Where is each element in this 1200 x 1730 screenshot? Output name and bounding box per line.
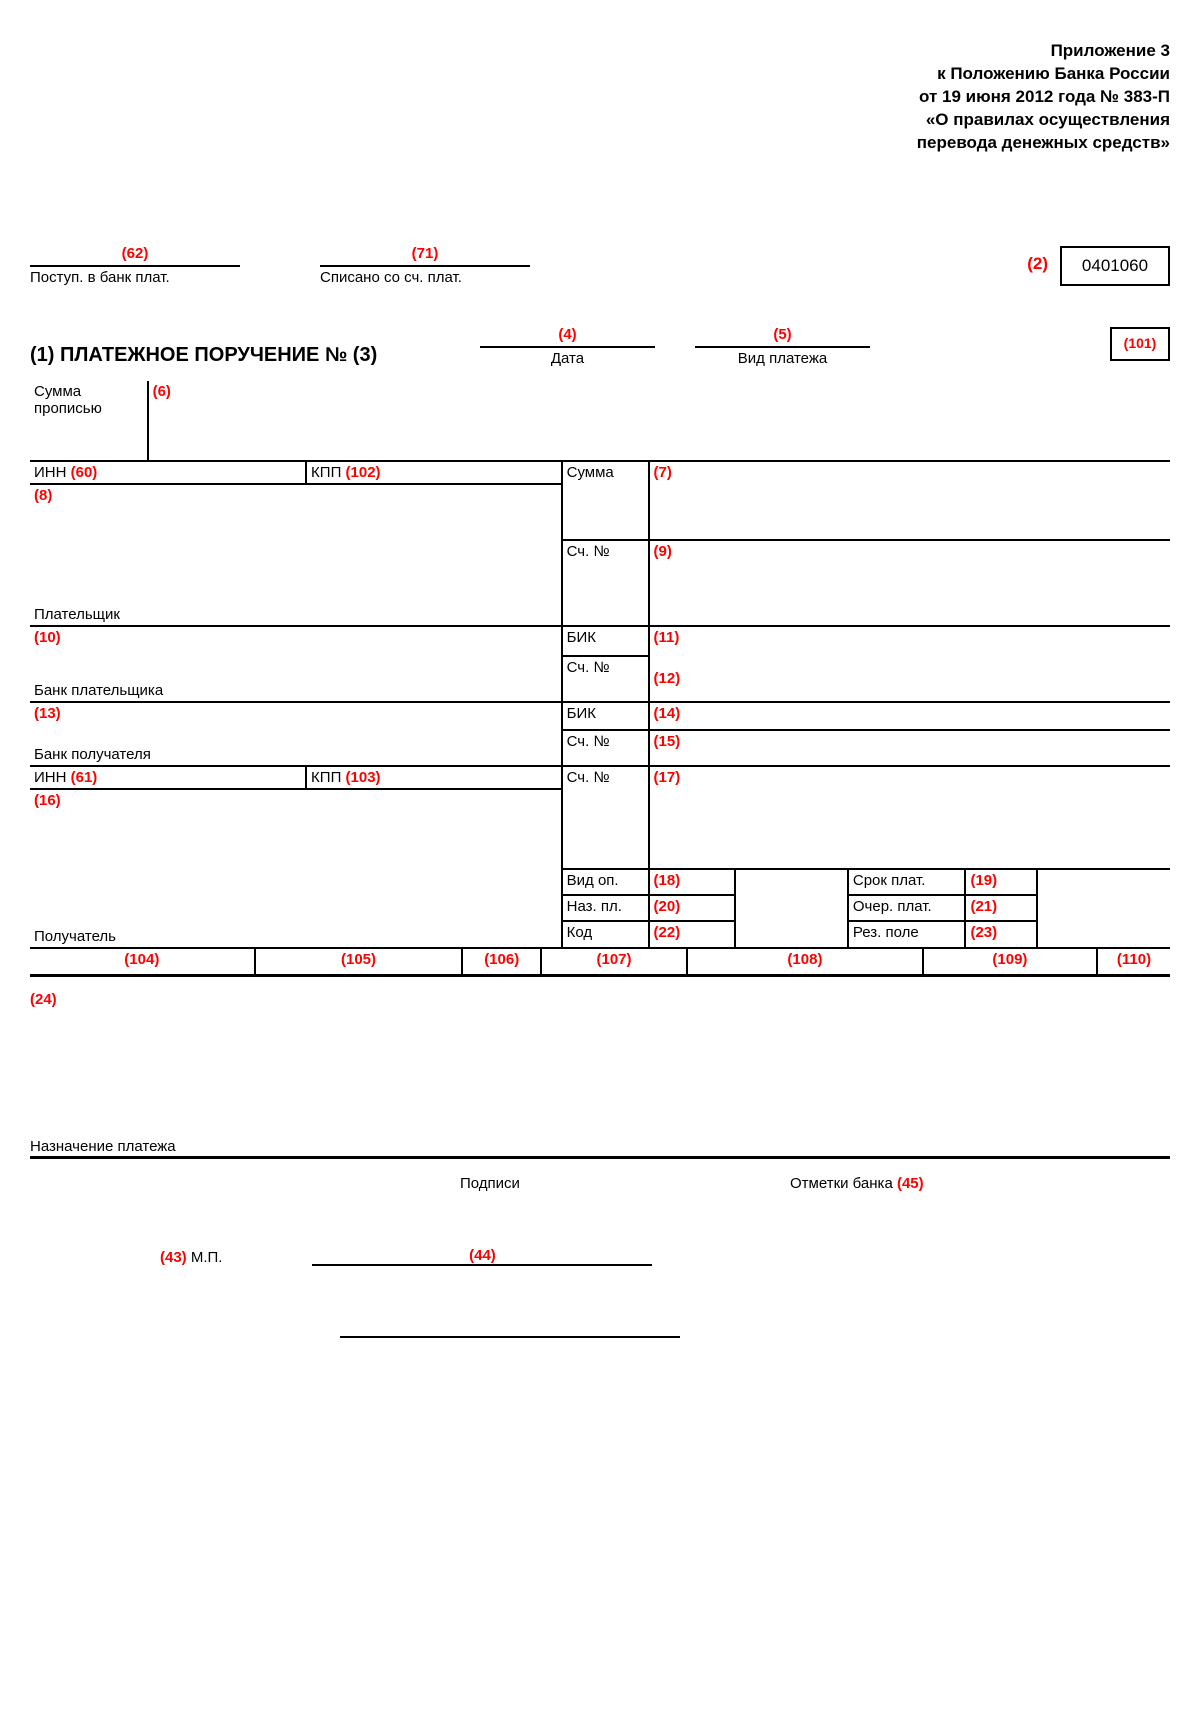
label-acct-3: Сч. № xyxy=(562,730,649,766)
label-vid-op: Вид оп. xyxy=(562,869,649,895)
field-2: (2) xyxy=(1027,254,1048,286)
field-9: (9) xyxy=(654,543,672,560)
field-6: (6) xyxy=(153,383,171,400)
field-101: (101) xyxy=(1110,327,1170,361)
payment-order-grid: Сумма прописью (6) ИНН (60) КПП (102) Су… xyxy=(30,381,1170,947)
header-line-1: Приложение 3 xyxy=(30,40,1170,63)
document-title: (1) ПЛАТЕЖНОЕ ПОРУЧЕНИЕ № (3) xyxy=(30,344,460,367)
field-62: (62) xyxy=(30,245,240,267)
field-110: (110) xyxy=(1097,948,1170,976)
field-10: (10) xyxy=(34,629,61,646)
field-20: (20) xyxy=(654,898,681,915)
label-kod: Код xyxy=(562,921,649,947)
label-payee-bank: Банк получателя xyxy=(30,730,562,766)
field-103: (103) xyxy=(346,769,381,786)
field-105: (105) xyxy=(255,948,463,976)
field-24: (24) xyxy=(30,991,1170,1008)
field-107: (107) xyxy=(541,948,687,976)
label-acct-1: Сч. № xyxy=(562,540,649,570)
header-line-3: от 19 июня 2012 года № 383-П xyxy=(30,86,1170,109)
tax-codes-row: (104) (105) (106) (107) (108) (109) (110… xyxy=(30,947,1170,978)
label-ocher: Очер. плат. xyxy=(848,895,966,921)
field-104: (104) xyxy=(30,948,255,976)
label-date: Дата xyxy=(480,348,655,367)
field-4: (4) xyxy=(480,326,655,348)
field-71: (71) xyxy=(320,245,530,267)
label-acct-2: Сч. № xyxy=(562,656,649,702)
field-102: (102) xyxy=(346,464,381,481)
label-purpose: Назначение платежа xyxy=(30,1138,1170,1155)
field-11: (11) xyxy=(654,629,680,646)
label-inn-2: ИНН xyxy=(34,769,71,786)
field-44: (44) xyxy=(312,1247,652,1264)
label-sum-words: Сумма прописью xyxy=(30,381,148,461)
field-14: (14) xyxy=(654,705,681,722)
mp-label: (43) М.П. xyxy=(160,1249,222,1266)
field-17: (17) xyxy=(654,769,681,786)
field-60: (60) xyxy=(71,464,98,481)
field-61: (61) xyxy=(71,769,98,786)
field-108: (108) xyxy=(687,948,923,976)
signature-line-2 xyxy=(340,1336,680,1338)
field-19: (19) xyxy=(970,872,997,889)
field-109: (109) xyxy=(923,948,1097,976)
field-45: (45) xyxy=(897,1175,924,1192)
stamp-62: (62) Поступ. в банк плат. xyxy=(30,245,240,286)
stamp-71: (71) Списано со сч. плат. xyxy=(320,245,530,286)
label-payment-type: Вид платежа xyxy=(695,348,870,367)
label-naz-pl: Наз. пл. xyxy=(562,895,649,921)
label-srok: Срок плат. xyxy=(848,869,966,895)
field-22: (22) xyxy=(654,924,681,941)
okud-code: 0401060 xyxy=(1060,246,1170,286)
label-kpp: КПП xyxy=(311,464,345,481)
field-18: (18) xyxy=(654,872,681,889)
label-bik-1: БИК xyxy=(562,626,649,656)
label-kpp-2: КПП xyxy=(311,769,345,786)
label-acct-4: Сч. № xyxy=(562,766,649,789)
label-bank-marks: Отметки банка (45) xyxy=(790,1175,924,1192)
label-71: Списано со сч. плат. xyxy=(320,267,530,286)
label-payee: Получатель xyxy=(30,921,562,947)
field-43: (43) xyxy=(160,1249,187,1266)
regulation-header: Приложение 3 к Положению Банка России от… xyxy=(30,40,1170,155)
label-62: Поступ. в банк плат. xyxy=(30,267,240,286)
label-signatures: Подписи xyxy=(460,1175,640,1192)
header-line-2: к Положению Банка России xyxy=(30,63,1170,86)
field-106: (106) xyxy=(462,948,541,976)
label-inn: ИНН xyxy=(34,464,71,481)
field-16: (16) xyxy=(34,792,61,809)
signature-line-1 xyxy=(312,1264,652,1266)
field-21: (21) xyxy=(970,898,997,915)
field-23: (23) xyxy=(970,924,997,941)
header-line-4: «О правилах осуществления xyxy=(30,109,1170,132)
header-line-5: перевода денежных средств» xyxy=(30,132,1170,155)
field-15: (15) xyxy=(654,733,681,750)
stamps-row: (62) Поступ. в банк плат. (71) Списано с… xyxy=(30,245,1170,286)
label-sum: Сумма xyxy=(562,461,649,484)
field-5: (5) xyxy=(695,326,870,348)
label-rez: Рез. поле xyxy=(848,921,966,947)
field-13: (13) xyxy=(34,705,61,722)
field-7: (7) xyxy=(654,464,672,481)
field-8: (8) xyxy=(34,487,52,504)
label-payer-bank: Банк плательщика xyxy=(30,656,562,702)
label-payer: Плательщик xyxy=(30,570,562,626)
title-row: (1) ПЛАТЕЖНОЕ ПОРУЧЕНИЕ № (3) (4) Дата (… xyxy=(30,326,1170,367)
field-12: (12) xyxy=(654,670,681,687)
label-bik-2: БИК xyxy=(562,702,649,730)
